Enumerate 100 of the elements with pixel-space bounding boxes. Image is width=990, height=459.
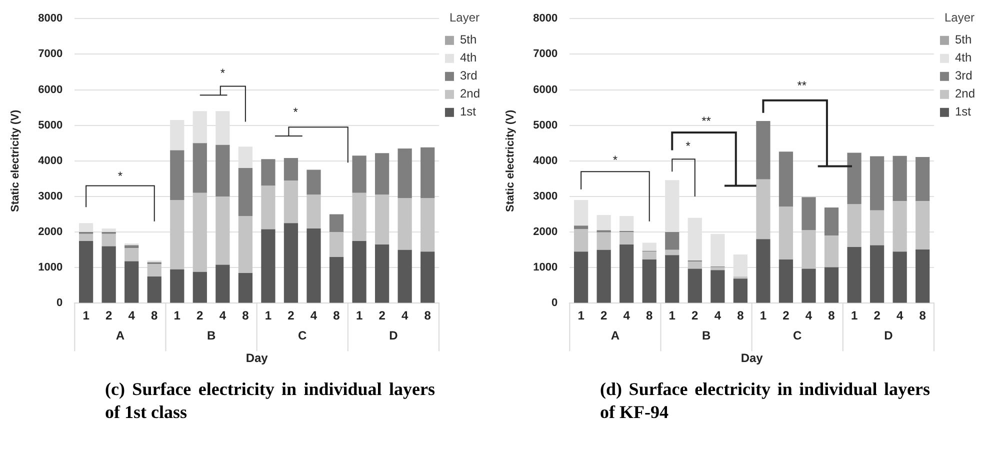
bar xyxy=(824,236,839,268)
bar xyxy=(306,170,321,195)
annotation: ** xyxy=(702,114,712,128)
legend-title: Layer xyxy=(944,10,975,24)
text: B xyxy=(702,328,711,343)
legend-label: 1st xyxy=(954,104,972,119)
bar xyxy=(756,121,770,180)
x-tick-label: 1 xyxy=(174,308,181,323)
bar xyxy=(916,201,930,250)
bar xyxy=(642,259,656,303)
bar xyxy=(170,150,184,200)
bar xyxy=(284,180,298,224)
bar xyxy=(756,179,770,240)
bar xyxy=(892,156,907,202)
x-tick-label: 8 xyxy=(919,308,926,323)
x-tick-label: 8 xyxy=(333,308,340,323)
bar xyxy=(688,262,702,269)
y-tick-label: 4000 xyxy=(533,154,558,167)
bar xyxy=(870,156,884,210)
bar xyxy=(710,270,725,303)
x-tick-label: 2 xyxy=(600,308,608,323)
bar xyxy=(870,210,884,246)
x-tick-label: 8 xyxy=(242,308,250,323)
x-tick-label: 8 xyxy=(828,308,836,323)
bar xyxy=(124,245,139,248)
bar xyxy=(261,186,276,230)
x-tick-label: 2 xyxy=(105,308,112,323)
x-tick-label: 2 xyxy=(692,308,699,323)
bar xyxy=(778,206,794,260)
bar xyxy=(102,234,116,246)
x-axis-title: Day xyxy=(246,351,268,366)
x-axis-title: Day xyxy=(740,351,764,366)
y-tick-label: 0 xyxy=(552,297,558,310)
x-tick-label: 4 xyxy=(128,308,136,323)
legend-title: Layer xyxy=(449,10,480,24)
bar xyxy=(398,250,412,303)
bar xyxy=(574,200,588,226)
bar xyxy=(420,147,435,198)
text: D xyxy=(884,328,894,343)
bar xyxy=(420,252,435,303)
x-tick-label: 1 xyxy=(82,308,90,323)
x-tick-label: 2 xyxy=(782,308,790,323)
legend-label: 1st xyxy=(460,104,477,119)
bar xyxy=(596,214,611,230)
text: C xyxy=(298,328,308,343)
y-tick-label: 6000 xyxy=(38,84,63,96)
bar xyxy=(778,259,794,303)
bar xyxy=(802,268,816,303)
annotation: * xyxy=(612,153,618,168)
annotation: ** xyxy=(797,78,807,93)
bar xyxy=(78,234,94,241)
bar xyxy=(329,256,344,303)
bar xyxy=(124,261,139,303)
bar xyxy=(847,204,862,247)
bar xyxy=(216,144,230,196)
y-axis-title: Static electricity (V) xyxy=(10,110,22,212)
annotation: * xyxy=(686,138,691,153)
bar xyxy=(238,272,252,303)
text: A xyxy=(116,328,125,343)
legend-label: 5th xyxy=(954,32,972,47)
x-tick-label: 8 xyxy=(424,308,432,323)
x-tick-label: 2 xyxy=(378,308,386,323)
bar xyxy=(147,264,162,277)
y-tick-label: 1000 xyxy=(533,262,558,274)
bar xyxy=(847,246,862,303)
y-axis-title: Static electricity (V) xyxy=(504,110,517,212)
bar xyxy=(620,216,634,231)
y-tick-label: 6000 xyxy=(533,84,558,96)
bar xyxy=(892,252,907,303)
bar xyxy=(261,159,276,186)
y-tick-label: 2000 xyxy=(533,226,558,238)
bar xyxy=(216,264,230,303)
y-tick-label: 5000 xyxy=(533,119,558,132)
x-tick-label: 1 xyxy=(356,308,363,323)
bar xyxy=(620,232,634,244)
bar xyxy=(284,158,298,180)
bar xyxy=(374,244,390,303)
legend-label: 4th xyxy=(954,50,972,65)
bar xyxy=(870,245,884,303)
bar xyxy=(892,201,907,252)
x-tick-label: 1 xyxy=(668,308,676,323)
legend-label: 4th xyxy=(460,50,477,65)
bar xyxy=(192,192,207,272)
bar xyxy=(688,268,702,303)
x-tick-label: 4 xyxy=(896,308,904,323)
x-tick-label: 1 xyxy=(578,308,585,323)
bar xyxy=(802,197,816,230)
bar xyxy=(916,156,930,202)
bar xyxy=(398,198,412,250)
text: B xyxy=(206,328,216,343)
y-tick-label: 8000 xyxy=(533,12,558,25)
y-tick-label: 1000 xyxy=(38,262,63,274)
bar xyxy=(574,226,588,230)
x-tick-label: 4 xyxy=(219,308,226,323)
y-tick-label: 0 xyxy=(56,297,63,310)
bar xyxy=(192,143,207,193)
bar xyxy=(78,240,94,303)
text: (d) Surface electricity in individual layers of KF-94 xyxy=(600,378,930,424)
bar xyxy=(574,252,588,303)
bar xyxy=(620,244,634,303)
